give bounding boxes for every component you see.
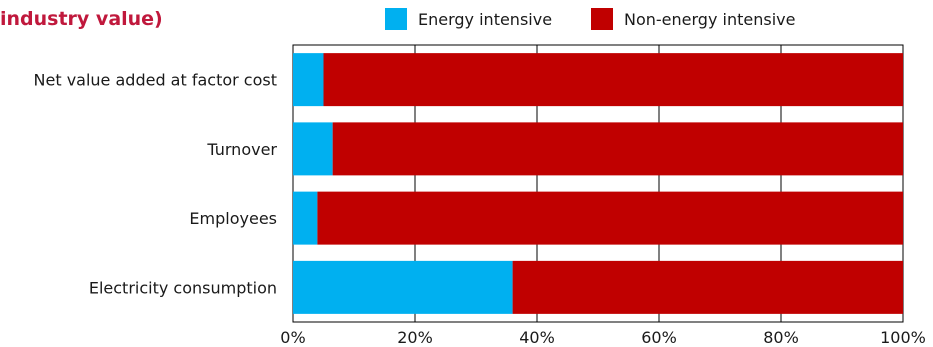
category-label-employees: Employees <box>189 209 277 228</box>
category-label-net-value-added-at-factor-cost: Net value added at factor cost <box>34 71 277 90</box>
bar-energy-intensive-electricity-consumption <box>293 260 513 314</box>
chart-title: industry value) <box>0 8 163 30</box>
category-label-electricity-consumption: Electricity consumption <box>89 278 277 297</box>
legend-swatch-non-energy-intensive <box>591 8 613 30</box>
bar-energy-intensive-net-value-added-at-factor-cost <box>293 53 324 107</box>
bar-energy-intensive-employees <box>293 191 318 245</box>
plot-area: 0% 20% 40% 60% 80% 100% Net value added at fac… <box>34 44 926 347</box>
category-label-turnover: Turnover <box>206 140 277 159</box>
legend-swatch-energy-intensive <box>385 8 407 30</box>
x-tick-label-40: 40% <box>519 328 555 347</box>
bar-non-energy-intensive-net-value-added-at-factor-cost <box>323 53 903 107</box>
bar-non-energy-intensive-turnover <box>332 122 903 176</box>
legend-label-non-energy-intensive: Non-energy intensive <box>624 10 795 29</box>
x-tick-label-60: 60% <box>641 328 677 347</box>
x-tick-label-0: 0% <box>280 328 305 347</box>
bar-energy-intensive-turnover <box>293 122 333 176</box>
bar-non-energy-intensive-electricity-consumption <box>512 260 903 314</box>
x-tick-label-80: 80% <box>763 328 799 347</box>
legend-label-energy-intensive: Energy intensive <box>418 10 552 29</box>
legend: Energy intensive Non-energy intensive <box>385 8 795 30</box>
x-tick-label-100: 100% <box>880 328 926 347</box>
bar-non-energy-intensive-employees <box>317 191 903 245</box>
x-tick-label-20: 20% <box>397 328 433 347</box>
